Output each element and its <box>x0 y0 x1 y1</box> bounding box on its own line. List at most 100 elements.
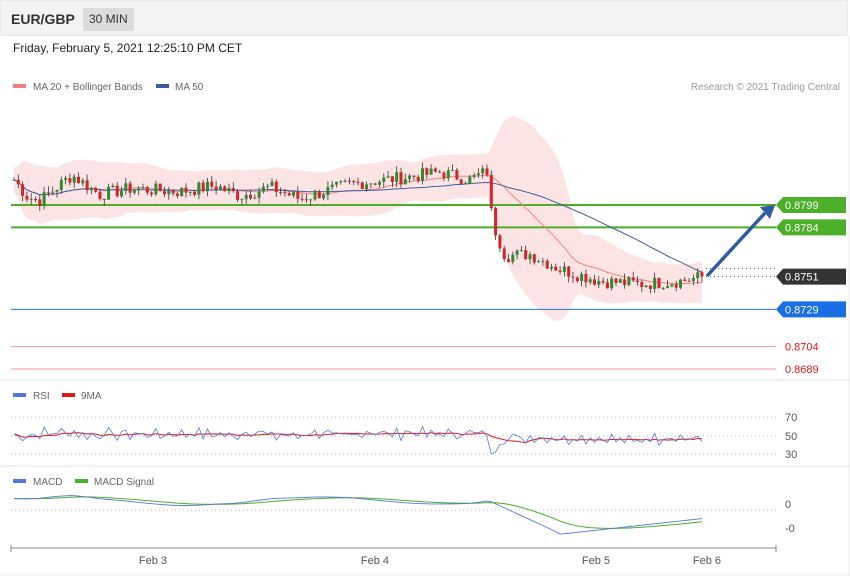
candle-body <box>210 181 214 187</box>
interval-button[interactable]: 30 MIN <box>83 8 134 31</box>
price-labels: 0.8799 0.8784 0.8751 0.8729 0.8704 0.8689 <box>776 197 846 376</box>
candle-body <box>274 181 278 192</box>
candle-body <box>464 183 467 185</box>
legend-swatch-ma50 <box>156 84 169 88</box>
candle-body <box>532 254 536 263</box>
x-tick-label: Feb 3 <box>139 555 167 567</box>
resistance-price-label: 0.8784 <box>785 222 819 234</box>
candle-body <box>507 259 510 262</box>
candle-body <box>365 184 369 189</box>
rsi-lines <box>13 425 703 455</box>
candle-body <box>352 180 356 182</box>
candle-body <box>46 192 50 194</box>
candle-body <box>335 181 338 185</box>
macd-tick-0: 0 <box>785 499 791 511</box>
candle-body <box>206 181 209 192</box>
candle-body <box>180 187 184 197</box>
candle-body <box>550 266 553 269</box>
candle-body <box>571 276 575 278</box>
candle-body <box>541 260 545 262</box>
candle-body <box>528 254 532 260</box>
candle-body <box>266 185 270 187</box>
candle-body <box>429 168 433 175</box>
candle-body <box>636 280 639 282</box>
candles <box>12 162 704 294</box>
candle-body <box>287 193 291 196</box>
candle-body <box>167 190 171 195</box>
candle-body <box>249 194 252 199</box>
candle-body <box>128 183 132 193</box>
candle-body <box>137 188 141 190</box>
candle-body <box>438 171 442 173</box>
candle-body <box>244 194 248 200</box>
candle-body <box>115 185 119 197</box>
legend-swatch-macd <box>13 479 26 483</box>
candle-body <box>68 178 72 183</box>
candle-body <box>554 266 558 271</box>
candle-body <box>322 195 326 199</box>
candle-body <box>292 191 295 196</box>
candle-body <box>184 187 188 193</box>
candle-body <box>421 168 424 181</box>
candle-body <box>623 279 627 286</box>
legend-label-ma20: MA 20 + Bollinger Bands <box>33 82 143 93</box>
candle-body <box>605 282 609 289</box>
candle-body <box>489 174 493 209</box>
candle-body <box>77 176 80 184</box>
datetime-label: Friday, February 5, 2021 12:25:10 PM CET <box>13 41 243 55</box>
candle-body <box>240 199 244 201</box>
candle-body <box>158 183 162 192</box>
candle-body <box>558 270 562 272</box>
candle-body <box>679 279 682 288</box>
candle-body <box>446 170 450 179</box>
candle-body <box>231 187 235 192</box>
candle-body <box>618 279 622 283</box>
candle-body <box>132 189 136 193</box>
candle-body <box>390 176 394 182</box>
candle-body <box>107 186 111 200</box>
candle-body <box>575 277 579 281</box>
candle-body <box>403 179 407 185</box>
candle-body <box>511 254 515 262</box>
candle-body <box>588 279 592 283</box>
candle-body <box>55 189 59 192</box>
candle-body <box>481 168 485 174</box>
candle-body <box>442 172 446 179</box>
candle-body <box>201 182 205 192</box>
candle-body <box>670 284 674 287</box>
x-tick-label: Feb 4 <box>361 555 389 567</box>
candle-body <box>283 192 287 194</box>
candle-body <box>674 284 678 288</box>
symbol-label: EUR/GBP <box>11 11 75 27</box>
candle-body <box>640 281 644 287</box>
candle-body <box>150 192 154 195</box>
candle-body <box>524 250 528 260</box>
candle-body <box>261 186 265 192</box>
x-axis: Feb 3 Feb 4 Feb 5 Feb 6 <box>10 545 777 567</box>
candle-body <box>416 176 420 181</box>
legend-swatch-rsi <box>13 393 26 397</box>
candle-body <box>425 168 429 175</box>
candle-body <box>214 186 218 190</box>
candle-body <box>614 278 618 283</box>
candle-body <box>171 190 175 194</box>
macd-tick-neg: -0 <box>785 523 795 535</box>
candle-body <box>89 187 93 191</box>
candle-body <box>494 208 498 236</box>
forecast-arrow-shaft <box>705 211 767 278</box>
pivot-price-label: 0.8729 <box>785 304 819 316</box>
rsi-ma-line <box>13 432 703 444</box>
candle-body <box>696 272 700 279</box>
legend-swatch-ma20 <box>13 84 26 88</box>
candle-body <box>476 173 480 175</box>
candle-body <box>59 179 63 190</box>
candle-body <box>580 273 584 281</box>
legend-label-macd-signal: MACD Signal <box>94 477 154 488</box>
candle-body <box>343 180 347 182</box>
candle-body <box>584 273 588 283</box>
candle-body <box>515 250 519 255</box>
candle-body <box>193 191 197 195</box>
candle-body <box>124 183 128 192</box>
candle-body <box>81 180 85 184</box>
candle-body <box>188 191 192 193</box>
